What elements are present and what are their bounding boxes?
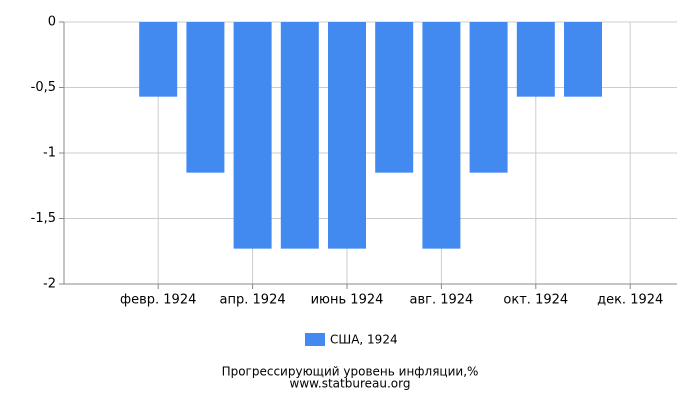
y-tick-label: -2	[43, 277, 56, 292]
x-tick-label: июнь 1924	[311, 293, 384, 308]
bar	[422, 22, 461, 249]
x-tick-label: февр. 1924	[120, 293, 196, 308]
x-tick-label: авг. 1924	[409, 293, 473, 308]
x-tick-label: дек. 1924	[597, 293, 663, 308]
bar	[564, 22, 602, 97]
y-tick-label: -1,5	[31, 211, 56, 226]
legend-swatch	[305, 333, 325, 346]
y-tick-label: -0,5	[31, 80, 56, 95]
footer-title: Прогрессирующий уровень инфляции,%	[222, 365, 479, 379]
bar	[469, 22, 508, 173]
x-tick-label: апр. 1924	[220, 293, 286, 308]
bar	[139, 22, 178, 97]
bar	[516, 22, 555, 97]
y-tick-label: 0	[48, 15, 56, 30]
y-tick-label: -1	[43, 146, 56, 161]
bar	[328, 22, 366, 249]
bar	[280, 22, 319, 249]
bar	[186, 22, 225, 173]
footer-source: www.statbureau.org	[290, 377, 411, 391]
x-tick-label: окт. 1924	[503, 293, 568, 308]
bar	[375, 22, 414, 173]
bar	[233, 22, 272, 249]
legend-label: США, 1924	[330, 333, 398, 347]
